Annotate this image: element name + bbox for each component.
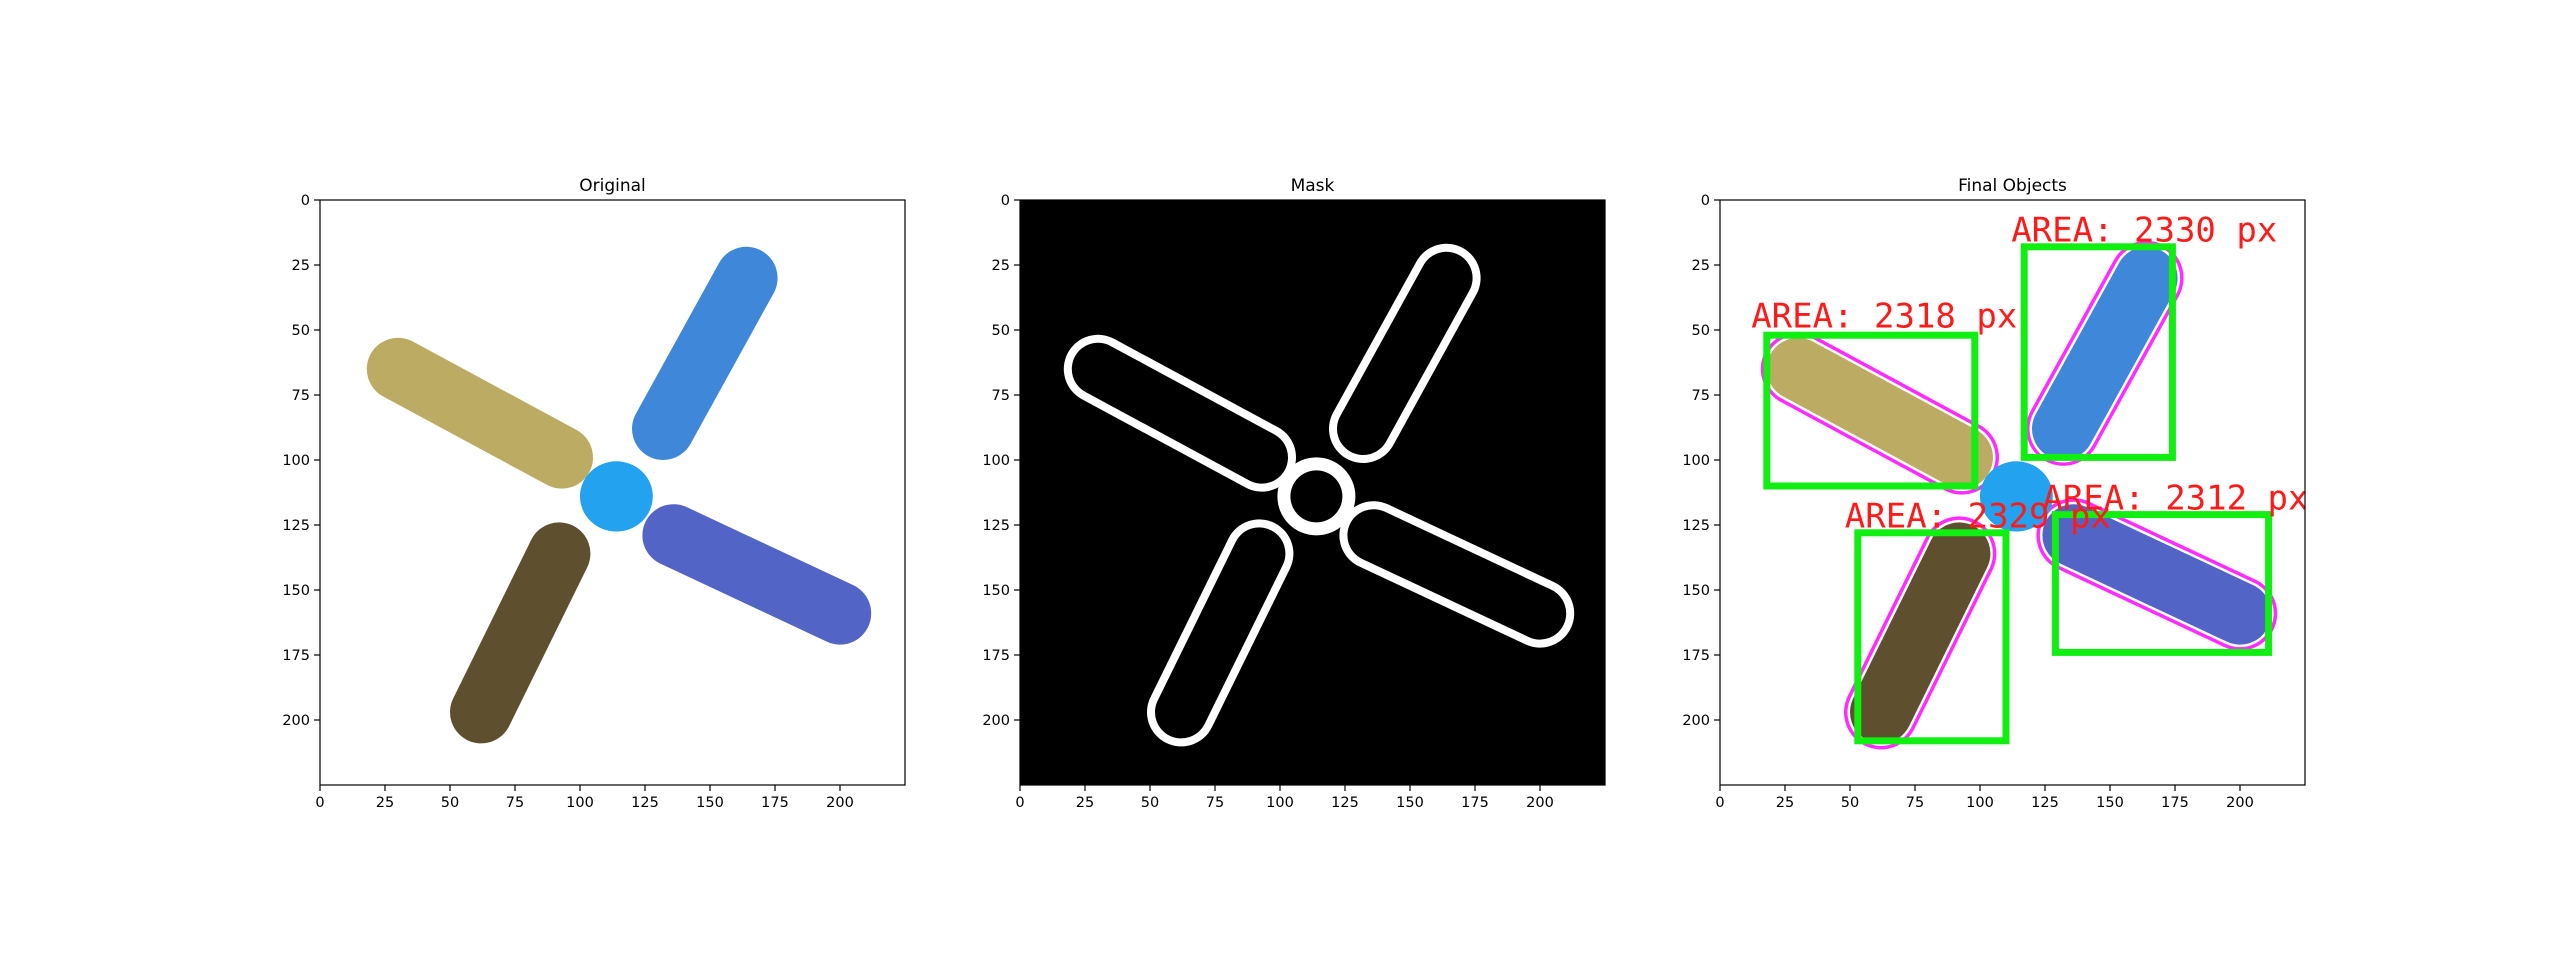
y-tick-label: 50 [292, 323, 310, 339]
y-tick-label: 75 [1692, 388, 1710, 404]
olive-rod [450, 522, 591, 744]
axes-frame [1719, 199, 2306, 786]
y-tick-label: 75 [992, 388, 1010, 404]
x-tick-label: 150 [696, 795, 724, 811]
x-tick-label: 100 [1966, 795, 1994, 811]
y-tick-label: 50 [992, 323, 1010, 339]
x-tick-label: 125 [2031, 795, 2059, 811]
blue-rod-bounding-box [2020, 243, 2176, 461]
indigo-rod-bounding-box [2051, 511, 2273, 656]
khaki-rod [366, 337, 593, 489]
y-tick-label: 200 [1682, 713, 1710, 729]
blue-rod [2031, 246, 2178, 460]
x-tick-label: 100 [566, 795, 594, 811]
x-tick-label: 25 [1076, 795, 1094, 811]
indigo-rod-area-label: AREA: 2312 px [2042, 478, 2308, 518]
x-tick-label: 75 [506, 795, 524, 811]
olive-rod-mask-inner [1154, 527, 1286, 739]
x-tick-label: 125 [631, 795, 659, 811]
panel-title: Original [579, 176, 646, 196]
x-tick-label: 75 [1906, 795, 1924, 811]
panel-mask: Mask 0 25 50 75 100 125 150 175 200 0 25 50 75 100 125 1… [982, 176, 1606, 811]
y-tick-label: 125 [982, 518, 1010, 534]
x-tick-label: 175 [761, 795, 789, 811]
y-tick-label: 175 [982, 648, 1010, 664]
x-tick-label: 175 [1461, 795, 1489, 811]
x-tick-label: 0 [315, 795, 324, 811]
indigo-rod-mask-inner [1347, 509, 1567, 640]
x-tick-label: 25 [376, 795, 394, 811]
axes-frame [319, 199, 906, 786]
panel-title: Final Objects [1958, 176, 2067, 196]
center-blob [580, 461, 653, 532]
x-tick-label: 75 [1206, 795, 1224, 811]
x-tick-label: 150 [1396, 795, 1424, 811]
blue-rod [632, 246, 778, 460]
y-tick-label: 75 [292, 388, 310, 404]
y-tick-label: 100 [282, 453, 310, 469]
panel-title: Mask [1291, 176, 1335, 196]
y-tick-label: 0 [301, 193, 310, 209]
y-tick-label: 150 [1682, 583, 1710, 599]
x-tick-label: 150 [2096, 795, 2124, 811]
x-tick-label: 0 [1015, 795, 1024, 811]
x-tick-label: 25 [1776, 795, 1794, 811]
x-tick-label: 50 [441, 795, 459, 811]
image-content [1063, 243, 1575, 747]
indigo-rod [2042, 504, 2272, 645]
x-tick-label: 175 [2161, 795, 2189, 811]
y-tick-label: 0 [1001, 193, 1010, 209]
x-tick-label: 50 [1141, 795, 1159, 811]
olive-rod-area-label: AREA: 2329 px [1845, 497, 2111, 537]
y-tick-label: 125 [282, 518, 310, 534]
blue-rod-area-label: AREA: 2330 px [2011, 211, 2277, 251]
y-tick-label: 25 [292, 258, 310, 274]
y-tick-label: 50 [1692, 323, 1710, 339]
y-tick-label: 200 [282, 713, 310, 729]
center-blob-mask-inner [1290, 470, 1343, 523]
olive-rod [1849, 522, 1991, 744]
y-tick-label: 150 [982, 583, 1010, 599]
y-tick-label: 25 [1692, 258, 1710, 274]
x-tick-label: 0 [1715, 795, 1724, 811]
x-tick-label: 200 [1526, 795, 1554, 811]
x-tick-label: 100 [1266, 795, 1294, 811]
axes-frame [1019, 199, 1606, 786]
y-tick-label: 25 [992, 258, 1010, 274]
y-tick-label: 100 [982, 453, 1010, 469]
olive-rod-bounding-box [1854, 529, 2010, 745]
y-tick-label: 175 [282, 648, 310, 664]
y-tick-label: 100 [1682, 453, 1710, 469]
x-tick-label: 200 [2226, 795, 2254, 811]
khaki-rod-bounding-box [1763, 331, 1979, 490]
x-tick-label: 200 [826, 795, 854, 811]
khaki-rod-mask-inner [1071, 342, 1289, 484]
khaki-rod-area-label: AREA: 2318 px [1751, 296, 2017, 336]
panel-original: Original 0 25 50 75 100 125 150 175 200 0 25 50 75 100… [282, 176, 906, 811]
y-tick-label: 0 [1701, 193, 1710, 209]
x-tick-label: 50 [1841, 795, 1859, 811]
center-blob [1980, 461, 2053, 532]
blue-rod-mask-inner [1336, 251, 1473, 455]
y-tick-label: 150 [282, 583, 310, 599]
indigo-rod [642, 504, 872, 645]
khaki-rod [1766, 337, 1994, 489]
image-content [366, 246, 872, 744]
image-content: AREA: 2330 px AREA: 2318 px AREA: 2329 pxA… [1751, 211, 2308, 750]
y-tick-label: 125 [1682, 518, 1710, 534]
y-tick-label: 175 [1682, 648, 1710, 664]
x-tick-label: 125 [1331, 795, 1359, 811]
y-tick-label: 200 [982, 713, 1010, 729]
